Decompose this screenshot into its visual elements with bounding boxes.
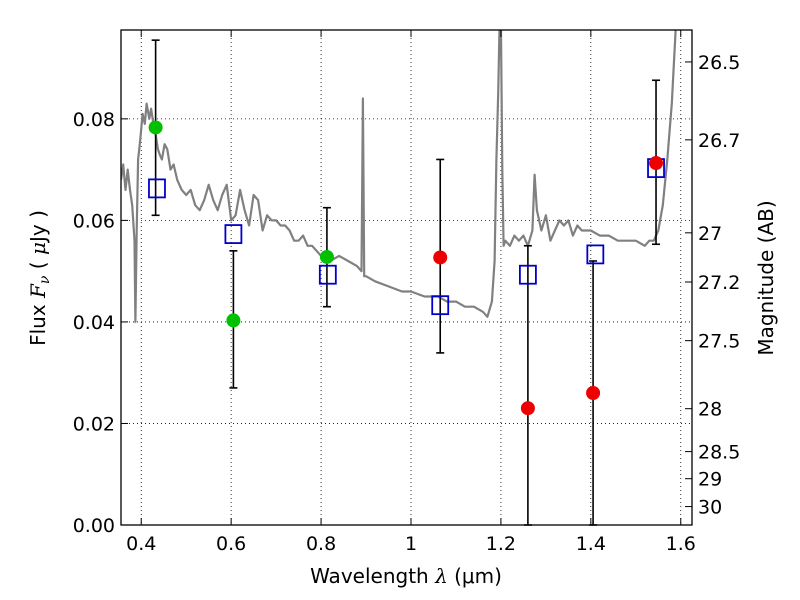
x-tick-label: 0.6	[216, 533, 246, 555]
y2-axis-label: Magnitude (AB)	[754, 200, 778, 355]
observed-photometry-layer	[148, 120, 664, 416]
y2-tick-label: 27	[698, 223, 722, 245]
y2-tick-label: 28	[698, 399, 722, 421]
model-point	[224, 224, 243, 244]
model-point	[318, 264, 337, 285]
y-tick-label: 0.04	[73, 312, 115, 334]
grid	[121, 30, 692, 526]
data-point	[649, 156, 664, 171]
data-point	[586, 386, 601, 400]
y2-tick-label: 27.2	[698, 272, 740, 294]
y-tick-label: 0.00	[73, 515, 115, 537]
x-tick-label: 1.6	[666, 533, 696, 555]
model-point	[518, 264, 537, 285]
data-point	[433, 250, 448, 265]
y2-tick-label: 30	[698, 497, 722, 519]
y-axis-label: Flux Fν ( μJy )	[26, 210, 53, 346]
y2-tick-label: 26.5	[698, 52, 740, 74]
y-tick-label: 0.06	[73, 210, 115, 232]
x-tick-label: 0.4	[126, 533, 156, 555]
errorbar-layer	[151, 39, 661, 526]
spectrum-line	[121, 30, 677, 323]
spectrum-layer	[121, 30, 677, 323]
model-point	[586, 244, 605, 265]
y2-tick-label: 26.7	[698, 130, 740, 152]
y-tick-label: 0.08	[73, 109, 115, 131]
x-tick-label: 1	[405, 533, 417, 555]
plot-frame	[120, 29, 693, 526]
tick-layer: 0.4 0.6 0.8 1 1.2 1.4 1.6 0.00 0.02 0.04 0.06 0.08 2…	[73, 30, 740, 555]
model-photometry-layer	[148, 158, 665, 316]
x-tick-label: 1.2	[486, 533, 516, 555]
y-tick-label: 0.02	[73, 413, 115, 435]
data-point	[319, 249, 334, 264]
model-point	[431, 295, 450, 316]
data-point	[226, 313, 241, 328]
y2-tick-label: 27.5	[698, 331, 740, 353]
x-axis-label: Wavelength λ (μm)	[310, 564, 502, 588]
y2-tick-label: 28.5	[698, 442, 740, 464]
x-tick-label: 0.8	[306, 533, 336, 555]
model-point	[148, 178, 166, 199]
data-point	[148, 120, 163, 135]
x-tick-label: 1.4	[576, 533, 606, 555]
data-point	[520, 401, 535, 416]
y2-tick-label: 29	[698, 469, 722, 491]
